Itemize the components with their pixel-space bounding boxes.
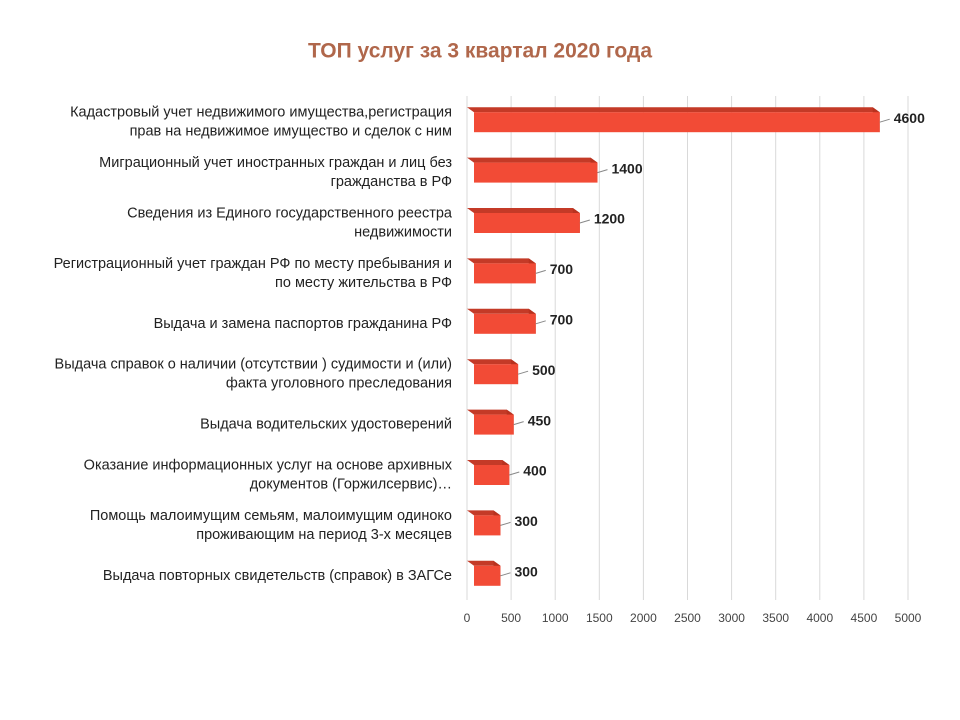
bar-top [467, 460, 510, 465]
bar-top [467, 107, 880, 113]
category-label: Сведения из Единого государственного рее… [127, 205, 453, 240]
value-label: 4600 [894, 110, 925, 126]
category-line: Сведения из Единого государственного рее… [127, 205, 453, 221]
category-label: Кадастровый учет недвижимого имущества,р… [70, 105, 452, 140]
x-tick-label: 5000 [895, 611, 922, 625]
x-tick-label: 1000 [542, 611, 569, 625]
category-line: документов (Горжилсервис)… [250, 476, 452, 492]
category-line: Кадастровый учет недвижимого имущества,р… [70, 105, 452, 121]
x-tick-label: 3500 [762, 611, 789, 625]
bar [474, 565, 501, 586]
bar-top [467, 560, 501, 566]
value-label: 700 [550, 261, 574, 277]
category-label: Помощь малоимущим семьям, малоимущим оди… [90, 508, 452, 543]
bar [474, 364, 519, 385]
value-label: 1200 [594, 211, 625, 227]
leader-line [535, 320, 546, 325]
x-tick-label: 3000 [718, 611, 745, 625]
category-label: Миграционный учет иностранных граждан и … [99, 155, 452, 190]
category-line: недвижимости [354, 224, 452, 240]
leader-line [500, 572, 511, 577]
leader-line [597, 169, 608, 174]
bar [474, 112, 880, 133]
bar-top [467, 258, 536, 264]
category-line: по месту жительства в РФ [275, 275, 452, 291]
bar-top [467, 157, 598, 163]
value-label: 500 [532, 362, 556, 378]
value-label: 1400 [611, 160, 642, 176]
category-line: Оказание информационных услуг на основе … [84, 457, 453, 473]
category-line: факта уголовного преследования [226, 376, 452, 392]
chart-title: ТОП услуг за 3 квартал 2020 года [308, 40, 652, 63]
leader-line [535, 269, 546, 274]
category-label: Выдача и замена паспортов гражданина РФ [154, 316, 452, 332]
x-tick-label: 4000 [806, 611, 833, 625]
x-tick-label: 4500 [851, 611, 878, 625]
x-tick-label: 2500 [674, 611, 701, 625]
leader-line [579, 219, 590, 224]
bar-top [467, 308, 536, 314]
bar [474, 162, 598, 183]
leader-line [513, 421, 524, 426]
category-line: Миграционный учет иностранных граждан и … [99, 155, 452, 171]
category-line: проживающим на период 3-х месяцев [196, 527, 452, 543]
category-label: Выдача справок о наличии (отсутствии ) с… [55, 357, 452, 392]
bar [474, 213, 580, 233]
category-line: Выдача и замена паспортов гражданина РФ [154, 316, 452, 332]
leader-line [509, 471, 520, 476]
category-line: Выдача повторных свидетельств (справок) … [103, 568, 452, 584]
category-line: прав на недвижимое имущество и сделок с … [130, 124, 452, 140]
bar [474, 263, 536, 284]
category-line: Регистрационный учет граждан РФ по месту… [54, 256, 452, 272]
x-tick-label: 2000 [630, 611, 657, 625]
category-line: Выдача водительских удостоверений [200, 416, 452, 432]
bar [474, 515, 501, 536]
x-tick-label: 500 [501, 611, 521, 625]
value-label: 400 [523, 463, 547, 479]
leader-line [500, 521, 511, 526]
bar-top [467, 208, 580, 213]
category-line: гражданства в РФ [331, 174, 452, 190]
category-label: Выдача водительских удостоверений [200, 416, 452, 432]
bar-top [467, 510, 501, 516]
leader-line [517, 370, 529, 375]
bar-top [467, 409, 514, 415]
category-line: Выдача справок о наличии (отсутствии ) с… [55, 357, 452, 373]
value-label: 450 [528, 412, 552, 428]
x-tick-label: 1500 [586, 611, 613, 625]
bar [474, 465, 510, 485]
category-label: Регистрационный учет граждан РФ по месту… [54, 256, 452, 291]
leader-line [879, 118, 890, 123]
bar [474, 414, 514, 435]
category-label: Выдача повторных свидетельств (справок) … [103, 568, 452, 584]
category-label: Оказание информационных услуг на основе … [84, 457, 453, 492]
category-line: Помощь малоимущим семьям, малоимущим оди… [90, 508, 452, 524]
x-tick-label: 0 [464, 611, 471, 625]
bar [474, 313, 536, 334]
value-label: 700 [550, 312, 574, 328]
bar-top [467, 359, 519, 365]
value-label: 300 [514, 564, 538, 580]
value-label: 300 [514, 513, 538, 529]
